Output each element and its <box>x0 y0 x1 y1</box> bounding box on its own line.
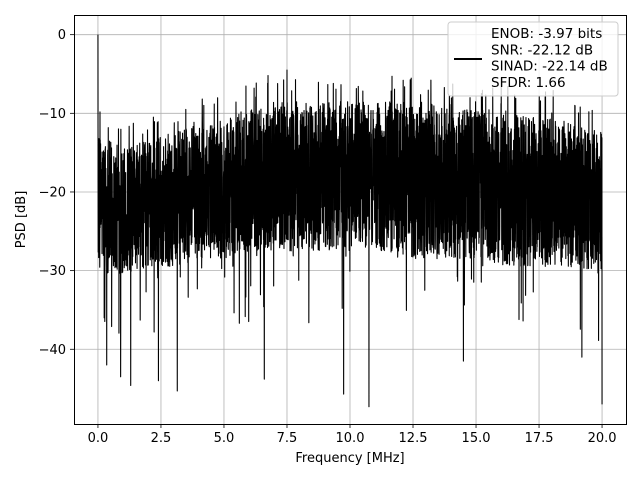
y-tick-label: −10 <box>39 107 66 122</box>
y-axis-label: PSD [dB] <box>14 191 29 249</box>
legend-entry-sinad: SINAD: -22.14 dB <box>491 59 608 75</box>
x-tick-label: 10.0 <box>336 431 365 446</box>
x-tick-label: 12.5 <box>399 431 428 446</box>
legend-entry-sfdr: SFDR: 1.66 <box>491 75 566 91</box>
y-tick-label: −30 <box>39 264 66 279</box>
x-axis-label: Frequency [MHz] <box>295 451 404 466</box>
x-tick-label: 2.5 <box>151 431 172 446</box>
series-layer <box>97 34 603 408</box>
y-tick-label: −40 <box>39 343 66 358</box>
x-tick-label: 0.0 <box>88 431 109 446</box>
x-axis-ticks: 0.0 2.5 5.0 7.5 10.0 12.5 15.0 17.5 20.0 <box>88 424 617 446</box>
legend-entry-enob: ENOB: -3.97 bits <box>491 26 602 42</box>
axes-frame <box>74 15 627 425</box>
y-tick-label: −20 <box>39 185 66 200</box>
y-tick-label: 0 <box>58 28 66 43</box>
y-axis-ticks: 0 −10 −20 −30 −40 <box>39 28 74 358</box>
x-tick-label: 5.0 <box>214 431 235 446</box>
legend-entry-snr: SNR: -22.12 dB <box>491 42 593 58</box>
x-tick-label: 17.5 <box>525 431 554 446</box>
x-tick-label: 7.5 <box>277 431 298 446</box>
legend-box <box>447 21 619 97</box>
x-tick-label: 20.0 <box>588 431 617 446</box>
legend: ENOB: -3.97 bits SNR: -22.12 dB SINAD: -… <box>447 21 619 97</box>
psd-series-line <box>97 34 603 408</box>
x-tick-label: 15.0 <box>462 431 491 446</box>
